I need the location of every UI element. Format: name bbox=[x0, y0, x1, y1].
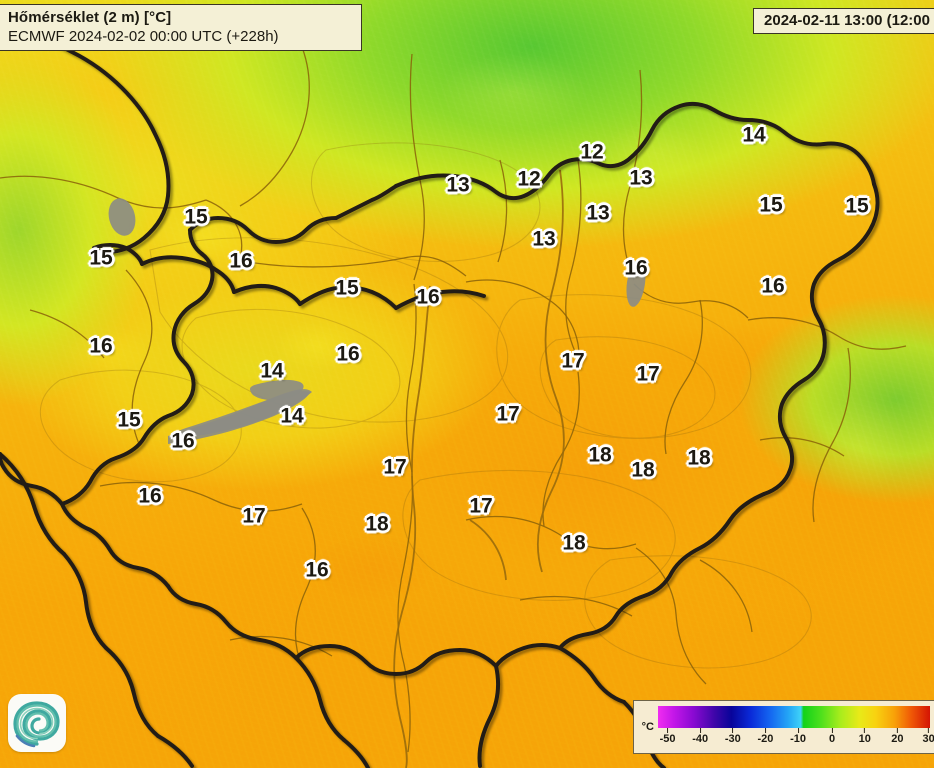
scale-tick: -50 bbox=[659, 728, 676, 745]
country-borders bbox=[0, 29, 880, 768]
valid-time-label: 2024-02-11 13:00 (12:00 bbox=[753, 8, 934, 34]
scale-tick-label: -50 bbox=[659, 733, 676, 745]
scale-tick-mark bbox=[797, 728, 799, 733]
scale-tick-label: -40 bbox=[692, 733, 709, 745]
scale-tick: -10 bbox=[790, 728, 806, 745]
scale-unit-label: °C bbox=[641, 721, 654, 733]
scale-tick: 0 bbox=[829, 728, 835, 745]
scale-tick-mark bbox=[667, 728, 669, 733]
scale-tick-label: 30 bbox=[922, 733, 934, 745]
color-scale-legend[interactable]: °C -50 -40 -30 -20 -10 0 10 20 30 bbox=[632, 700, 934, 754]
scale-tick: -40 bbox=[692, 728, 708, 745]
scale-tick-mark bbox=[896, 728, 898, 733]
map-title: Hőmérséklet (2 m) [°C] bbox=[8, 9, 172, 26]
scale-tick: 10 bbox=[859, 728, 871, 745]
scale-tick: -30 bbox=[725, 728, 741, 745]
scale-tick-label: 0 bbox=[829, 733, 836, 745]
spiral-icon bbox=[13, 701, 60, 748]
scale-tick-mark bbox=[831, 728, 833, 733]
hungaromet-logo[interactable] bbox=[8, 694, 66, 752]
scale-tick-label: 20 bbox=[891, 733, 904, 745]
scale-tick-mark bbox=[699, 728, 701, 733]
scale-tick-label: -20 bbox=[757, 733, 774, 745]
color-scale-ticks: -50 -40 -30 -20 -10 0 10 20 30 bbox=[658, 728, 934, 750]
scale-tick-label: -30 bbox=[724, 733, 741, 745]
scale-tick-mark bbox=[732, 728, 734, 733]
admin-boundaries bbox=[0, 41, 907, 753]
lakes bbox=[108, 198, 646, 522]
color-scale-bar bbox=[658, 706, 930, 728]
map-subtitle: ECMWF 2024-02-02 00:00 UTC (+228h) bbox=[8, 28, 279, 46]
scale-tick-mark bbox=[864, 728, 866, 733]
scale-tick-mark bbox=[928, 728, 930, 733]
rivers bbox=[393, 169, 565, 768]
scale-tick: 20 bbox=[891, 728, 903, 745]
map-title-panel: Hőmérséklet (2 m) [°C] ECMWF 2024-02-02 … bbox=[0, 4, 362, 52]
scale-tick-mark bbox=[764, 728, 766, 733]
scale-tick: -20 bbox=[757, 728, 773, 745]
scale-tick-label: -10 bbox=[790, 733, 807, 745]
scale-tick-label: 10 bbox=[858, 733, 871, 745]
scale-tick: 30 bbox=[923, 728, 934, 745]
